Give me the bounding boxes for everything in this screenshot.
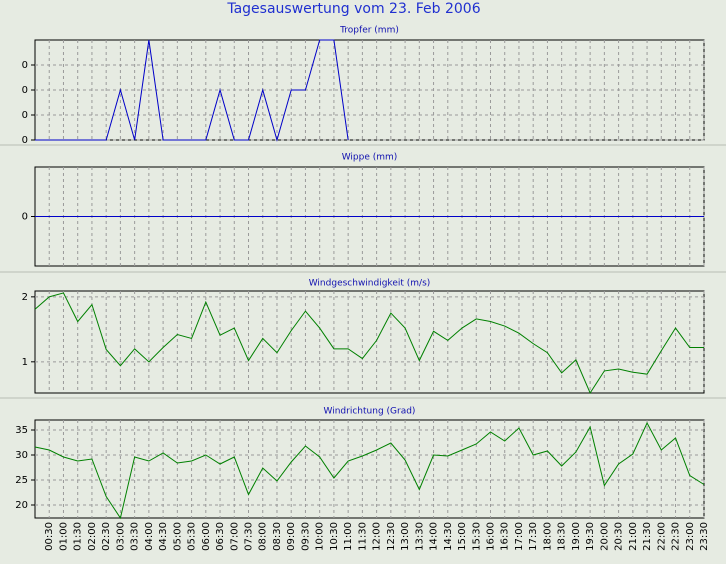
x-tick-label: 14:00 <box>429 522 440 551</box>
x-tick-label: 20:00 <box>599 522 610 551</box>
y-tick-label: 0 <box>22 60 28 71</box>
x-tick-label: 09:30 <box>300 522 311 551</box>
x-tick-label: 04:00 <box>144 522 155 551</box>
x-tick-label: 20:30 <box>614 522 625 551</box>
x-tick-label: 19:00 <box>571 522 582 551</box>
x-tick-label: 10:30 <box>329 522 340 551</box>
x-tick-label: 10:00 <box>315 522 326 551</box>
y-tick-label: 20 <box>15 500 28 511</box>
x-tick-label: 23:00 <box>685 522 696 551</box>
x-tick-label: 21:30 <box>642 522 653 551</box>
x-tick-label: 02:00 <box>87 522 98 551</box>
x-tick-label: 08:30 <box>272 522 283 551</box>
x-tick-label: 06:00 <box>201 522 212 551</box>
x-tick-label: 07:00 <box>229 522 240 551</box>
x-tick-label: 03:00 <box>115 522 126 551</box>
x-tick-label: 17:30 <box>528 522 539 551</box>
y-tick-label: 0 <box>22 85 28 96</box>
y-tick-label: 0 <box>22 212 28 223</box>
x-tick-label: 06:30 <box>215 522 226 551</box>
x-tick-label: 18:30 <box>557 522 568 551</box>
x-tick-label: 07:30 <box>244 522 255 551</box>
x-tick-label: 19:30 <box>585 522 596 551</box>
x-tick-label: 15:00 <box>457 522 468 551</box>
x-tick-label: 12:30 <box>386 522 397 551</box>
panel-title: Windgeschwindigkeit (m/s) <box>309 279 431 289</box>
x-tick-label: 16:00 <box>485 522 496 551</box>
x-tick-label: 23:30 <box>699 522 710 551</box>
y-tick-label: 30 <box>15 450 28 461</box>
x-tick-label: 22:00 <box>656 522 667 551</box>
x-tick-label: 12:00 <box>372 522 383 551</box>
x-tick-label: 11:00 <box>343 522 354 551</box>
y-tick-label: 35 <box>15 425 28 436</box>
data-line <box>34 292 704 395</box>
x-tick-label: 04:30 <box>158 522 169 551</box>
x-tick-label: 03:30 <box>130 522 141 551</box>
y-tick-label: 2 <box>22 292 28 303</box>
x-tick-label: 17:00 <box>514 522 525 551</box>
x-tick-label: 18:00 <box>542 522 553 551</box>
x-tick-label: 21:00 <box>628 522 639 551</box>
x-tick-label: 11:30 <box>357 522 368 551</box>
x-tick-label: 02:30 <box>101 522 112 551</box>
x-tick-label: 05:00 <box>172 522 183 551</box>
plot-area <box>34 290 705 394</box>
panel-title: Windrichtung (Grad) <box>324 407 416 417</box>
x-tick-label: 08:00 <box>258 522 269 551</box>
plot-area <box>34 419 705 519</box>
x-tick-label: 09:00 <box>286 522 297 551</box>
y-tick-label: 0 <box>22 110 28 121</box>
x-tick-label: 00:30 <box>44 522 55 551</box>
x-tick-label: 01:30 <box>73 522 84 551</box>
y-tick-label: 25 <box>15 475 28 486</box>
x-tick-label: 13:30 <box>414 522 425 551</box>
x-tick-label: 16:30 <box>500 522 511 551</box>
plot-area <box>34 39 705 141</box>
x-tick-label: 14:30 <box>443 522 454 551</box>
page-title: Tagesauswertung vom 23. Feb 2006 <box>226 1 480 17</box>
y-tick-label: 1 <box>22 357 28 368</box>
y-tick-label: 0 <box>22 135 28 146</box>
x-tick-label: 01:00 <box>58 522 69 551</box>
panel-title: Tropfer (mm) <box>339 26 399 36</box>
panel-title: Wippe (mm) <box>342 153 398 163</box>
x-tick-label: 13:00 <box>400 522 411 551</box>
x-tick-label: 05:30 <box>187 522 198 551</box>
x-tick-label: 22:30 <box>671 522 682 551</box>
data-line <box>34 421 705 520</box>
data-line <box>35 39 349 142</box>
x-tick-label: 15:30 <box>471 522 482 551</box>
